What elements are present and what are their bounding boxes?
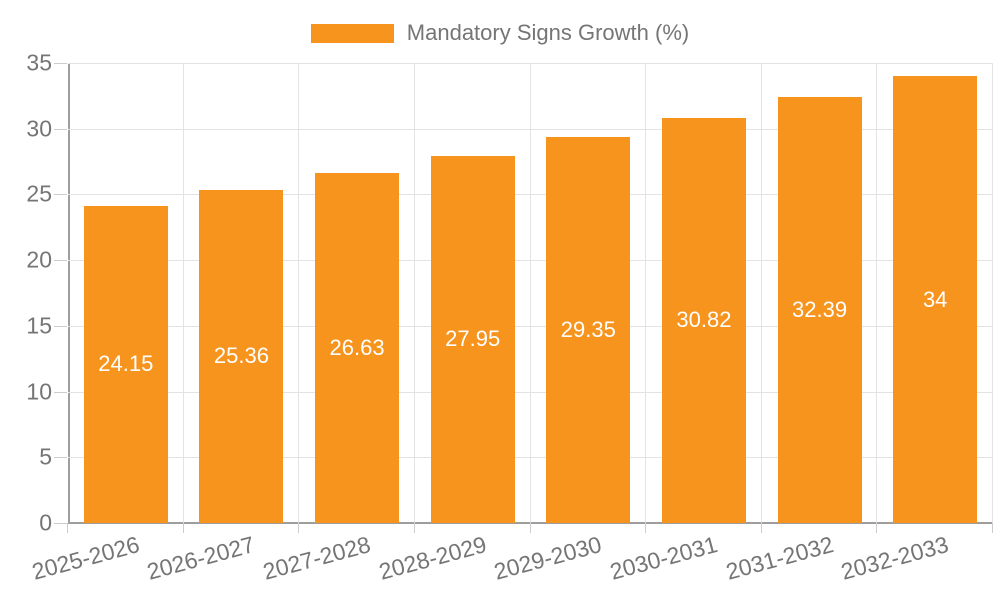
horizontal-gridline [68, 325, 993, 327]
bar[interactable]: 27.95 [430, 155, 515, 523]
bar-value-label: 25.36 [213, 343, 269, 369]
x-axis-tick-label: 2028-2029 [375, 531, 489, 585]
x-axis-tick-mark [182, 523, 184, 533]
legend-item[interactable]: Mandatory Signs Growth (%) [310, 20, 690, 46]
y-axis-tick-label: 35 [26, 49, 52, 76]
y-axis-tick-mark [54, 325, 67, 327]
y-axis-line [68, 63, 70, 523]
bar-value-label: 27.95 [445, 326, 501, 352]
bar[interactable]: 24.15 [83, 205, 168, 523]
x-axis-tick-label: 2026-2027 [144, 531, 258, 585]
bar-value-label: 32.39 [792, 297, 848, 323]
y-axis-tick-mark [54, 391, 67, 393]
horizontal-gridline [68, 457, 993, 459]
y-axis-tick-label: 25 [26, 180, 52, 207]
y-axis-tick-label: 15 [26, 312, 52, 339]
y-axis-tick-label: 30 [26, 115, 52, 142]
x-axis-tick-label: 2031-2032 [722, 531, 836, 585]
y-axis-tick-mark [54, 63, 67, 64]
y-axis-tick-mark [54, 260, 67, 262]
bar[interactable]: 34 [893, 76, 978, 523]
horizontal-gridline [68, 260, 993, 262]
x-axis-tick-mark [529, 523, 531, 533]
bar-value-label: 34 [922, 286, 948, 312]
x-axis-tick-label: 2025-2026 [29, 531, 143, 585]
legend-color-swatch-icon [310, 23, 394, 43]
vertical-gridline [182, 63, 184, 523]
horizontal-gridline [68, 194, 993, 196]
vertical-gridline [529, 63, 531, 523]
legend-series-label: Mandatory Signs Growth (%) [406, 20, 690, 45]
x-axis-tick-mark [760, 523, 762, 533]
y-axis-tick-mark [54, 128, 67, 130]
horizontal-gridline [68, 63, 993, 64]
x-axis-tick-mark [876, 523, 878, 533]
bar[interactable]: 25.36 [199, 189, 284, 523]
x-axis-tick-label: 2029-2030 [491, 531, 605, 585]
bar[interactable]: 29.35 [546, 137, 631, 523]
x-axis-tick-mark [67, 523, 68, 533]
x-axis-tick-mark [645, 523, 647, 533]
vertical-gridline [645, 63, 647, 523]
x-axis-tick-label: 2030-2031 [607, 531, 721, 585]
x-axis-tick-label: 2032-2033 [838, 531, 952, 585]
y-axis-tick-mark [54, 457, 67, 459]
bar-value-label: 26.63 [329, 335, 385, 360]
bar[interactable]: 32.39 [777, 97, 862, 523]
y-axis-tick-label: 0 [39, 509, 52, 536]
horizontal-gridline [68, 128, 993, 130]
x-axis-tick-label: 2027-2028 [260, 531, 374, 585]
x-axis-tick-mark [413, 523, 415, 533]
x-axis-tick-mark [992, 523, 993, 533]
y-axis-tick-mark [54, 523, 67, 524]
vertical-gridline [992, 63, 993, 523]
plot-area: 24.15 25.36 26.63 27.95 29.35 30.82 32.39 34 [54, 63, 993, 533]
y-axis-tick-mark [54, 194, 67, 196]
bar[interactable]: 26.63 [315, 173, 400, 523]
chart-legend: Mandatory Signs Growth (%) [0, 20, 1000, 46]
vertical-gridline [876, 63, 878, 523]
y-axis-tick-label: 5 [39, 443, 52, 470]
y-axis-tick-label: 10 [26, 378, 52, 405]
bar-value-label: 24.15 [98, 351, 154, 377]
bar[interactable]: 30.82 [661, 117, 746, 523]
vertical-gridline [413, 63, 415, 523]
bar-value-label: 29.35 [560, 317, 616, 343]
x-axis-tick-mark [298, 523, 300, 533]
horizontal-gridline [68, 391, 993, 393]
x-axis-line [68, 522, 993, 524]
bar-value-label: 30.82 [676, 307, 732, 333]
vertical-gridline [298, 63, 300, 523]
y-axis-tick-label: 20 [26, 246, 52, 273]
vertical-gridline [760, 63, 762, 523]
